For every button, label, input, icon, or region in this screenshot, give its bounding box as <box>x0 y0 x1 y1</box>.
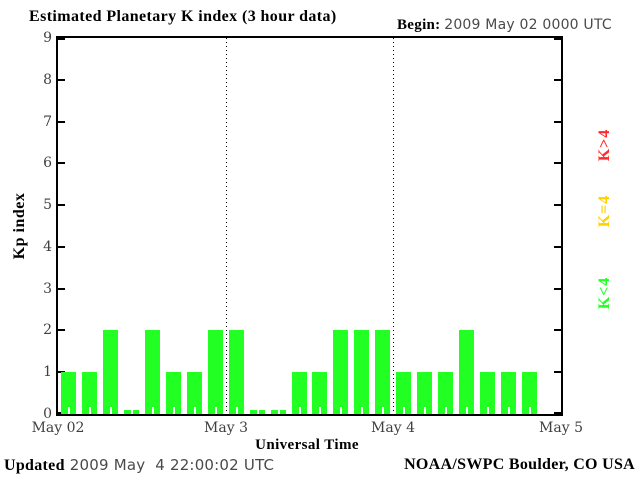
y-tick-label: 2 <box>43 322 52 339</box>
axis-tick-notch <box>88 407 91 414</box>
begin-info: Begin: 2009 May 02 0000 UTC <box>397 17 612 34</box>
kp-bar <box>145 330 160 414</box>
x-tick-label: May 4 <box>371 420 415 436</box>
y-tick-label: 3 <box>43 280 52 297</box>
kp-bar <box>61 372 76 414</box>
y-tick-mark <box>554 245 561 248</box>
plot-area: 0 1 2 3 4 5 6 7 8 9 <box>43 30 563 422</box>
axis-tick-notch <box>214 407 217 414</box>
kp-bar <box>166 372 181 414</box>
x-tick-label: May 3 <box>204 420 248 436</box>
kp-bar <box>459 330 474 414</box>
y-tick-label: 5 <box>43 197 52 214</box>
legend-k-equal-4: K=4 <box>596 194 613 228</box>
x-tick-label: May 02 <box>31 420 85 436</box>
kp-bar <box>312 372 327 414</box>
y-tick-mark <box>58 78 65 81</box>
axis-tick-notch <box>109 407 112 414</box>
y-axis-title: Kp index <box>11 192 28 260</box>
axis-tick-notch <box>193 407 196 414</box>
y-tick-label: 6 <box>43 155 52 172</box>
y-tick-mark <box>554 162 561 165</box>
updated-label: Updated <box>4 457 65 474</box>
y-tick-mark <box>554 120 561 123</box>
y-tick-mark <box>554 287 561 290</box>
day-divider-line <box>393 38 394 414</box>
axis-tick-notch <box>402 407 405 414</box>
axis-tick-notch <box>318 407 321 414</box>
legend-k-above-4: K>4 <box>596 128 613 162</box>
y-tick-mark <box>58 162 65 165</box>
kp-bar <box>417 372 432 414</box>
kp-bar <box>354 330 369 414</box>
axis-tick-notch <box>339 407 342 414</box>
y-tick-label: 8 <box>43 71 52 88</box>
kp-bar <box>292 372 307 414</box>
kp-bar <box>522 372 537 414</box>
kp-bar <box>480 372 495 414</box>
y-tick-mark <box>58 120 65 123</box>
axis-tick-notch <box>151 407 154 414</box>
axis-tick-notch <box>465 407 468 414</box>
y-tick-label: 1 <box>43 364 52 381</box>
x-axis-title: Universal Time <box>255 437 359 453</box>
axis-tick-notch <box>235 407 238 414</box>
y-tick-mark <box>554 329 561 332</box>
y-tick-mark <box>58 245 65 248</box>
day-divider-line <box>226 38 227 414</box>
y-tick-mark <box>554 38 561 40</box>
kp-bar <box>103 330 118 414</box>
begin-value: 2009 May 02 0000 UTC <box>444 17 612 33</box>
kp-bar <box>229 330 244 414</box>
axis-tick-notch <box>130 410 133 414</box>
updated-info: Updated 2009 May 4 22:00:02 UTC <box>4 456 274 475</box>
y-tick-mark <box>554 204 561 207</box>
kp-bar <box>208 330 223 414</box>
kp-bar <box>124 410 139 414</box>
kp-bar <box>333 330 348 414</box>
updated-value: 2009 May 4 22:00:02 UTC <box>64 456 275 474</box>
axis-tick-notch <box>423 407 426 414</box>
axis-tick-notch <box>67 407 70 414</box>
kp-bar <box>82 372 97 414</box>
y-tick-mark <box>58 38 65 40</box>
axis-tick-notch <box>486 407 489 414</box>
begin-label: Begin: <box>397 17 441 33</box>
axis-tick-notch <box>507 407 510 414</box>
axis-tick-notch <box>444 407 447 414</box>
kp-bar <box>375 330 390 414</box>
axis-tick-notch <box>528 407 531 414</box>
axis-tick-notch <box>277 410 280 414</box>
y-tick-label: 4 <box>43 238 52 255</box>
y-tick-mark <box>554 412 561 414</box>
y-tick-mark <box>554 371 561 374</box>
axis-tick-notch <box>360 407 363 414</box>
axis-tick-notch <box>381 407 384 414</box>
axis-tick-notch <box>172 407 175 414</box>
legend-k-below-4: K<4 <box>596 276 613 310</box>
y-tick-mark <box>58 329 65 332</box>
kp-bar <box>501 372 516 414</box>
kp-bar <box>250 410 265 414</box>
y-tick-label: 0 <box>43 406 52 422</box>
kp-bar <box>396 372 411 414</box>
x-tick-label: May 5 <box>539 420 583 436</box>
y-tick-mark <box>58 204 65 207</box>
page-title: Estimated Planetary K index (3 hour data… <box>29 8 337 25</box>
axis-tick-notch <box>256 410 259 414</box>
kp-bar <box>187 372 202 414</box>
y-tick-label: 9 <box>43 30 52 46</box>
y-tick-label: 7 <box>43 113 52 130</box>
kp-bar <box>438 372 453 414</box>
axis-tick-notch <box>298 407 301 414</box>
kp-bar <box>271 410 286 414</box>
y-tick-mark <box>58 287 65 290</box>
source-credit: NOAA/SWPC Boulder, CO USA <box>404 456 635 473</box>
y-tick-mark <box>554 78 561 81</box>
